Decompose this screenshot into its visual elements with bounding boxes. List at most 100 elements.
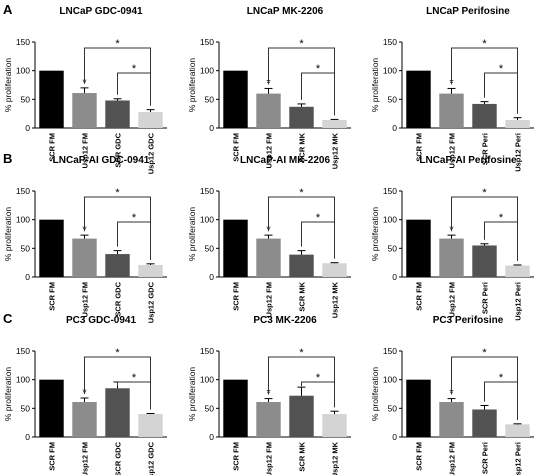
significance-star: * xyxy=(499,63,504,75)
y-tick-label: 0 xyxy=(209,123,214,133)
chart-panel: LNCaP-AI Perifosine % proliferation 0 50 100… xyxy=(370,155,534,321)
bar xyxy=(223,70,248,128)
y-tick-label: 150 xyxy=(200,186,214,196)
y-tick-label: 150 xyxy=(200,346,214,356)
y-tick-label: 100 xyxy=(383,66,397,76)
x-tick-label: Usp12 FM xyxy=(265,133,274,168)
bar xyxy=(72,402,97,437)
chart-title: LNCaP GDC-0941 xyxy=(59,6,143,17)
row-label-c: C xyxy=(3,311,13,326)
significance-star: * xyxy=(299,187,304,199)
x-tick-label: Usp12 Peri xyxy=(514,282,523,321)
row-label-a: A xyxy=(3,2,13,17)
y-tick-label: 0 xyxy=(25,123,30,133)
significance-star: * xyxy=(316,63,321,75)
y-tick-label: 50 xyxy=(388,94,398,104)
x-tick-label: Usp12 MK xyxy=(331,441,340,475)
chart-title: LNCaP MK-2206 xyxy=(247,6,324,17)
x-tick-label: Usp12 FM xyxy=(81,282,90,317)
significance-star: * xyxy=(482,347,487,359)
significance-bracket xyxy=(484,221,518,261)
y-tick-label: 100 xyxy=(16,66,30,76)
x-tick-label: Usp12 Peri xyxy=(514,442,523,475)
chart-panel: LNCaP-AI MK-2206 % proliferation 0 50 100 150… xyxy=(187,155,351,318)
x-tick-label: SCR GDC xyxy=(114,281,123,316)
y-tick-label: 0 xyxy=(209,432,214,442)
y-tick-label: 50 xyxy=(388,403,398,413)
significance-star: * xyxy=(482,38,487,50)
y-tick-label: 50 xyxy=(205,94,215,104)
bar xyxy=(138,111,163,128)
y-tick-label: 150 xyxy=(383,346,397,356)
x-tick-label: Usp12 FM xyxy=(265,442,274,475)
bar xyxy=(105,254,130,277)
chart-panel: LNCaP MK-2206 % proliferation 0 50 100 150 SCR… xyxy=(187,6,351,169)
x-tick-label: SCR FM xyxy=(48,442,57,471)
y-axis-label: % proliferation xyxy=(187,58,197,113)
y-axis-label: % proliferation xyxy=(3,58,13,113)
chart-panel: LNCaP-AI GDC-0941 % proliferation 0 50 100 15… xyxy=(3,155,167,323)
x-tick-label: SCR Peri xyxy=(481,282,490,314)
bar xyxy=(39,70,64,128)
bar xyxy=(439,238,464,277)
y-tick-label: 100 xyxy=(200,66,214,76)
y-tick-label: 100 xyxy=(16,215,30,225)
y-axis-label: % proliferation xyxy=(370,207,380,262)
bar xyxy=(105,100,130,128)
y-tick-label: 50 xyxy=(21,94,31,104)
x-tick-label: SCR GDC xyxy=(114,441,123,475)
bar xyxy=(256,238,281,277)
x-tick-label: SCR FM xyxy=(232,282,241,311)
significance-bracket xyxy=(301,72,335,116)
x-tick-label: Usp12 MK xyxy=(331,281,340,318)
bar xyxy=(289,106,314,128)
x-tick-label: Usp12 FM xyxy=(81,442,90,475)
y-axis-label: % proliferation xyxy=(370,367,380,422)
x-tick-label: Usp12 FM xyxy=(448,282,457,317)
bar xyxy=(472,409,497,437)
bar xyxy=(256,402,281,437)
significance-star: * xyxy=(299,38,304,50)
significance-star: * xyxy=(499,372,504,384)
y-tick-label: 150 xyxy=(383,37,397,47)
significance-star: * xyxy=(115,38,120,50)
bar xyxy=(439,402,464,437)
y-tick-label: 100 xyxy=(383,375,397,385)
x-tick-label: SCR FM xyxy=(415,133,424,162)
x-tick-label: SCR MK xyxy=(298,441,307,471)
bar xyxy=(322,414,347,437)
bar xyxy=(505,424,530,437)
x-tick-label: SCR Peri xyxy=(481,442,490,474)
bar xyxy=(72,93,97,128)
y-tick-label: 150 xyxy=(383,186,397,196)
significance-bracket xyxy=(301,381,335,408)
bar xyxy=(406,379,431,437)
y-axis-label: % proliferation xyxy=(370,58,380,113)
y-tick-label: 0 xyxy=(25,272,30,282)
bar xyxy=(505,265,530,277)
significance-star: * xyxy=(132,212,137,224)
bar xyxy=(39,379,64,437)
x-tick-label: SCR FM xyxy=(48,282,57,311)
x-tick-label: Usp12 GDC xyxy=(147,281,156,323)
significance-star: * xyxy=(316,372,321,384)
y-tick-label: 100 xyxy=(200,375,214,385)
bar xyxy=(138,264,163,277)
significance-star: * xyxy=(299,347,304,359)
significance-star: * xyxy=(499,212,504,224)
bar xyxy=(439,93,464,128)
chart-panel: PC3 GDC-0941 % proliferation 0 50 100 150 SCR … xyxy=(3,315,167,475)
y-tick-label: 50 xyxy=(205,243,215,253)
y-tick-label: 0 xyxy=(209,272,214,282)
y-tick-label: 150 xyxy=(16,37,30,47)
chart-title: LNCaP Perifosine xyxy=(426,6,510,17)
chart-panel: LNCaP GDC-0941 % proliferation 0 50 100 150 SC… xyxy=(3,6,167,174)
y-tick-label: 50 xyxy=(205,403,215,413)
bar xyxy=(406,219,431,277)
y-axis-label: % proliferation xyxy=(3,367,13,422)
x-tick-label: SCR FM xyxy=(232,442,241,471)
bar xyxy=(223,219,248,277)
bar xyxy=(105,388,130,437)
chart-title: LNCaP-AI MK-2206 xyxy=(240,155,330,166)
chart-panel: PC3 Perifosine % proliferation 0 50 100 150 SC… xyxy=(370,315,534,475)
